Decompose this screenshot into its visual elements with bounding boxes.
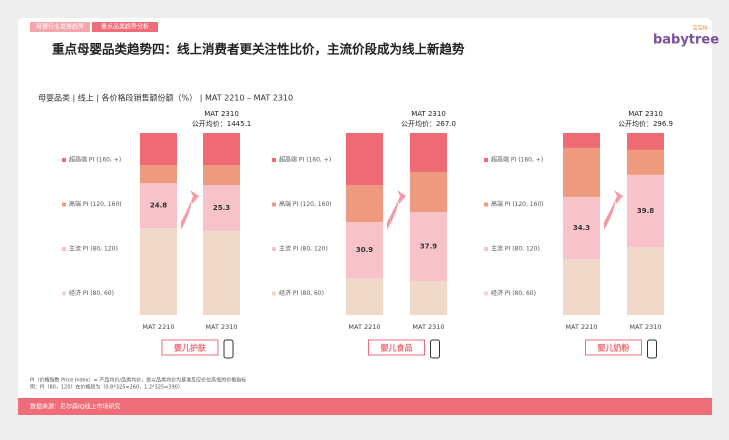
- note: PI（价格指数 Price Index）= 产品均价/品类均价，是以品类均价为基…: [30, 377, 246, 384]
- bar-segment: [410, 211, 447, 281]
- bar-segment: [140, 228, 177, 315]
- x-tick-label: MAT 2310: [412, 323, 444, 331]
- bar-segment: [563, 133, 600, 148]
- tab-bg: [30, 22, 90, 32]
- data-label: 25.3: [213, 204, 230, 212]
- legend-swatch: [62, 247, 66, 251]
- annotation: MAT 2310: [411, 110, 446, 118]
- tab: 重点品类趋势分析: [101, 23, 149, 31]
- bar-segment: [203, 165, 240, 186]
- bar-segment: [627, 174, 664, 248]
- legend-swatch: [272, 291, 276, 296]
- arrow: [181, 190, 199, 230]
- logo: babytree: [653, 33, 719, 48]
- icon: [430, 339, 440, 359]
- arrow: [604, 190, 623, 230]
- legend-label: 主流 PI (80, 120): [279, 245, 328, 253]
- data-label: 37.9: [420, 242, 437, 250]
- category-box: [585, 339, 642, 356]
- bar-segment: [203, 231, 240, 315]
- legend-label: 超高端 PI (160, +): [69, 156, 121, 164]
- bar-segment: [346, 133, 383, 186]
- x-tick-label: MAT 2310: [629, 323, 661, 331]
- footer: 数据来源：尼尔森IQ线上市场研究: [30, 403, 121, 411]
- bar-segment: [563, 196, 600, 260]
- category-label: 婴儿奶粉: [598, 343, 630, 353]
- footer-band: [18, 398, 712, 415]
- legend-label: 经济 PI (80, 60): [491, 289, 536, 297]
- legend-label: 高端 PI (120, 160): [69, 200, 122, 208]
- bar-segment: [627, 133, 664, 150]
- data-label: 30.9: [356, 246, 373, 254]
- logo-cn: 宝宝树: [692, 25, 707, 32]
- legend-label: 超高端 PI (160, +): [491, 156, 543, 164]
- legend-swatch: [484, 247, 488, 251]
- legend-swatch: [62, 158, 66, 162]
- bar-segment: [627, 247, 664, 315]
- bar-segment: [140, 183, 177, 229]
- legend-swatch: [484, 291, 488, 296]
- annotation: MAT 2310: [204, 110, 239, 118]
- annotation: 公开均价：1445.1: [192, 119, 252, 128]
- bar-segment: [563, 147, 600, 197]
- legend-label: 高端 PI (120, 160): [279, 200, 332, 208]
- data-label: 24.8: [150, 202, 167, 210]
- icon: [223, 339, 234, 359]
- legend-swatch: [272, 202, 276, 207]
- bar-segment: [140, 165, 177, 184]
- legend-label: 经济 PI (80, 60): [279, 289, 324, 297]
- x-tick-label: MAT 2210: [565, 323, 597, 331]
- annotation: 公开均价：267.0: [401, 119, 456, 128]
- bar-segment: [346, 278, 383, 315]
- bar-segment: [140, 133, 177, 166]
- icon: [647, 339, 657, 359]
- category-label: 婴儿护肤: [174, 343, 207, 353]
- bar-segment: [410, 133, 447, 172]
- bar-segment: [203, 185, 240, 232]
- bar-segment: [410, 280, 447, 315]
- legend-swatch: [272, 247, 276, 251]
- legend-swatch: [272, 158, 276, 162]
- arrow: [387, 190, 406, 230]
- data-label: 34.3: [573, 224, 590, 232]
- bar-segment: [346, 185, 383, 222]
- subtitle: 母婴品类 | 线上 | 各价格段销售额份额（%） | MAT 2210 – MA…: [38, 93, 293, 103]
- bar-segment: [346, 221, 383, 279]
- x-tick-label: MAT 2210: [348, 323, 380, 331]
- note: 例：PI（80，120）在价格段为（0.8*325=260，1.2*325=39…: [30, 384, 183, 391]
- x-tick-label: MAT 2310: [205, 323, 237, 331]
- legend-label: 主流 PI (80, 120): [491, 245, 540, 253]
- category-box: [161, 339, 219, 356]
- annotation: MAT 2310: [628, 110, 663, 118]
- data-label: 39.8: [637, 207, 654, 215]
- legend-swatch: [62, 291, 66, 296]
- bar-segment: [203, 133, 240, 166]
- category-box: [368, 339, 425, 356]
- legend-label: 高端 PI (120, 160): [491, 200, 544, 208]
- x-tick-label: MAT 2210: [142, 323, 174, 331]
- legend-swatch: [484, 158, 488, 162]
- tab: 母婴行业发展趋势: [36, 23, 84, 31]
- legend-swatch: [484, 202, 488, 207]
- legend-label: 超高端 PI (160, +): [279, 156, 331, 164]
- annotation: 公开均价：296.9: [618, 119, 673, 128]
- legend-label: 经济 PI (80, 60): [69, 289, 114, 297]
- bar-segment: [627, 149, 664, 175]
- title: 重点母婴品类趋势四：线上消费者更关注性比价，主流价段成为线上新趋势: [52, 42, 465, 57]
- tab-bg: [92, 22, 158, 32]
- bar-segment: [563, 259, 600, 315]
- legend-swatch: [62, 202, 66, 207]
- category-label: 婴儿食品: [381, 343, 413, 353]
- bar-segment: [410, 171, 447, 212]
- legend-label: 主流 PI (80, 120): [69, 245, 118, 253]
